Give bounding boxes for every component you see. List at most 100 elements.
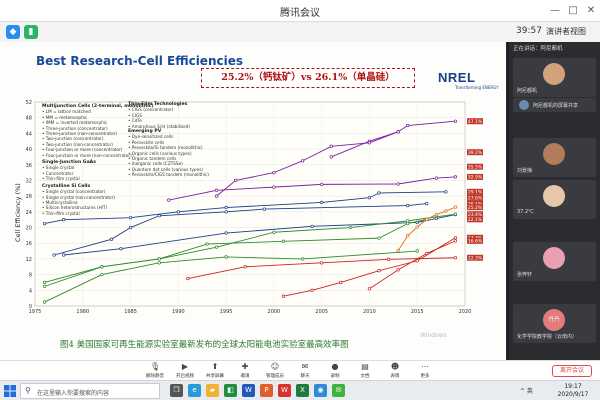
data-point <box>377 236 381 240</box>
legend-gaas-header: Single-Junction GaAs <box>42 160 96 166</box>
edge-icon[interactable]: e <box>188 384 201 397</box>
shared-screen: 0 4 8 12 16 20 24 28 32 36 40 44 48 52 1975 1980 1985 19… <box>0 42 507 360</box>
participant-tile[interactable]: 张梓轩 <box>513 242 596 281</box>
speaker-view-button[interactable]: 演讲者视图 <box>546 27 586 36</box>
clock[interactable]: 19:17 2020/9/17 <box>556 383 590 398</box>
data-point <box>453 236 458 240</box>
invite-icon: ✚ <box>241 362 249 371</box>
control-label: 开启视频 <box>176 374 194 379</box>
file-explorer-icon[interactable]: ▰ <box>206 384 219 397</box>
series-line <box>53 203 427 256</box>
leave-meeting-button[interactable]: 离开会议 <box>552 365 592 377</box>
legend-item: • Multicrystalline <box>42 199 78 205</box>
data-point <box>186 276 190 281</box>
legend-item: • Quantum dot cells (various types) <box>128 166 204 172</box>
data-point <box>100 272 104 277</box>
screen-share-name: 阿尼都机的屏幕共享 <box>533 103 579 109</box>
avatar <box>543 63 565 85</box>
chat-button[interactable]: ✉ 聊天 <box>285 362 325 380</box>
participants-panel: 正在讲话：阿尼都机 阿尼都机的屏幕共享 阿尼都机 刘景梅 37.2℃ 张梓轩 丹… <box>509 42 600 360</box>
wechat-icon[interactable]: ✉ <box>332 384 345 397</box>
data-point <box>310 288 314 292</box>
data-point <box>262 207 266 211</box>
legend-si-list: • Single crystal (concentrator) • Single … <box>42 189 154 216</box>
y-tick-label: 44 <box>26 131 32 137</box>
record-button[interactable]: ● 录制 <box>315 362 355 380</box>
data-point <box>406 234 410 238</box>
legend-item: • Four-junction or more (concentrator) <box>42 147 123 153</box>
data-point <box>62 218 66 222</box>
maximize-icon[interactable]: □ <box>568 5 578 16</box>
legend-emerging-header: Emerging PV <box>128 129 162 135</box>
data-point <box>42 221 47 226</box>
data-point <box>406 203 410 208</box>
manage-members-button[interactable]: ☺ 管理成员 <box>255 362 295 380</box>
data-point <box>406 221 410 226</box>
avatar <box>543 247 565 269</box>
more-button[interactable]: ⋯ 更多 <box>405 362 445 380</box>
share-screen-button[interactable]: ⬆ 共享屏幕 <box>195 362 235 380</box>
data-point <box>128 225 133 230</box>
powerpoint-icon[interactable]: P <box>260 384 273 397</box>
data-point <box>320 261 324 265</box>
excel-icon[interactable]: X <box>296 384 309 397</box>
legend-item: • Two-junction (non-concentrator) <box>42 141 113 147</box>
document-button[interactable]: ▤ 文档 <box>345 362 385 380</box>
speaking-text: 正在讲话：阿尼都机 <box>513 46 563 52</box>
participant-tile[interactable]: 阿尼都机 <box>513 58 596 97</box>
record-icon: ● <box>331 362 339 371</box>
data-point <box>386 257 391 261</box>
data-point <box>453 175 458 179</box>
value-badge-bg <box>467 254 483 261</box>
legend-item: • Two-junction (concentrator) <box>42 136 104 142</box>
value-badge-label: 25.2% <box>468 205 483 211</box>
minimize-icon[interactable]: — <box>550 5 560 16</box>
taskbar-search[interactable]: ⚲ 在这里输入你要搜索的内容 <box>20 383 160 399</box>
invite-button[interactable]: ✚ 邀请 <box>225 362 265 380</box>
wps-icon[interactable]: W <box>278 384 291 397</box>
value-badge-bg <box>467 194 483 201</box>
windows-start-icon[interactable] <box>4 385 16 397</box>
legend-item: • Three-junction (concentrator) <box>42 125 108 131</box>
x-axis-ticks: 1975 1980 1985 1990 1995 2000 2005 2010 2015 2020 <box>29 309 472 315</box>
value-badge-bg <box>467 173 483 180</box>
screen-share-tile[interactable]: 阿尼都机的屏幕共享 <box>513 98 596 112</box>
data-point <box>367 141 372 145</box>
signal-icon[interactable]: ▮ <box>24 25 38 39</box>
word-icon[interactable]: W <box>242 384 255 397</box>
control-label: 文档 <box>360 374 370 379</box>
speaking-indicator: 正在讲话：阿尼都机 <box>509 42 600 54</box>
y-tick-label: 4 <box>29 288 32 294</box>
value-badge: 23.4% <box>467 211 483 218</box>
data-point <box>42 300 47 304</box>
participant-tile[interactable]: 丹丹 化学学院教学院（云南内） <box>513 304 596 343</box>
data-point <box>224 255 228 259</box>
series-line <box>44 218 427 287</box>
participant-name: 化学学院教学院（云南内） <box>517 334 578 340</box>
participant-tile[interactable]: 37.2℃ <box>513 180 596 219</box>
value-badge: 16.6% <box>467 237 483 245</box>
data-point <box>453 212 458 216</box>
value-badge-label: 39.2% <box>468 150 483 156</box>
tencent-meeting-icon[interactable]: ◉ <box>314 384 327 397</box>
legend-item: • Organic tandem cells <box>128 156 177 162</box>
start-video-button[interactable]: ▶ 开启视频 <box>165 362 205 380</box>
task-view-icon[interactable]: ❐ <box>170 384 183 397</box>
system-tray[interactable]: ^ 英 <box>520 388 533 395</box>
emoji-button[interactable]: ☻ 表情 <box>375 362 415 380</box>
data-point <box>310 224 314 229</box>
control-label: 管理成员 <box>266 374 284 379</box>
legend-left: Multijunction Cells (2-terminal, monolit… <box>42 102 154 216</box>
avatar <box>543 143 565 165</box>
shield-icon[interactable]: ◆ <box>6 25 20 39</box>
legend-item: • Dye-sensitized cells <box>128 134 174 140</box>
value-badge: 29.1% <box>467 188 483 196</box>
data-point <box>167 198 171 202</box>
store-icon[interactable]: ◧ <box>224 384 237 397</box>
x-tick-label: 1975 <box>29 309 42 315</box>
legend-si-header: Crystalline Si Cells <box>42 183 91 189</box>
unmute-button[interactable]: 🎙 解除静音 <box>135 362 175 380</box>
participant-tile[interactable]: 刘景梅 <box>513 138 596 177</box>
close-icon[interactable]: ✕ <box>586 5 596 16</box>
